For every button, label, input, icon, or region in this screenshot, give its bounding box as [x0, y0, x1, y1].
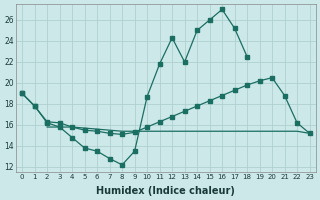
- X-axis label: Humidex (Indice chaleur): Humidex (Indice chaleur): [96, 186, 235, 196]
